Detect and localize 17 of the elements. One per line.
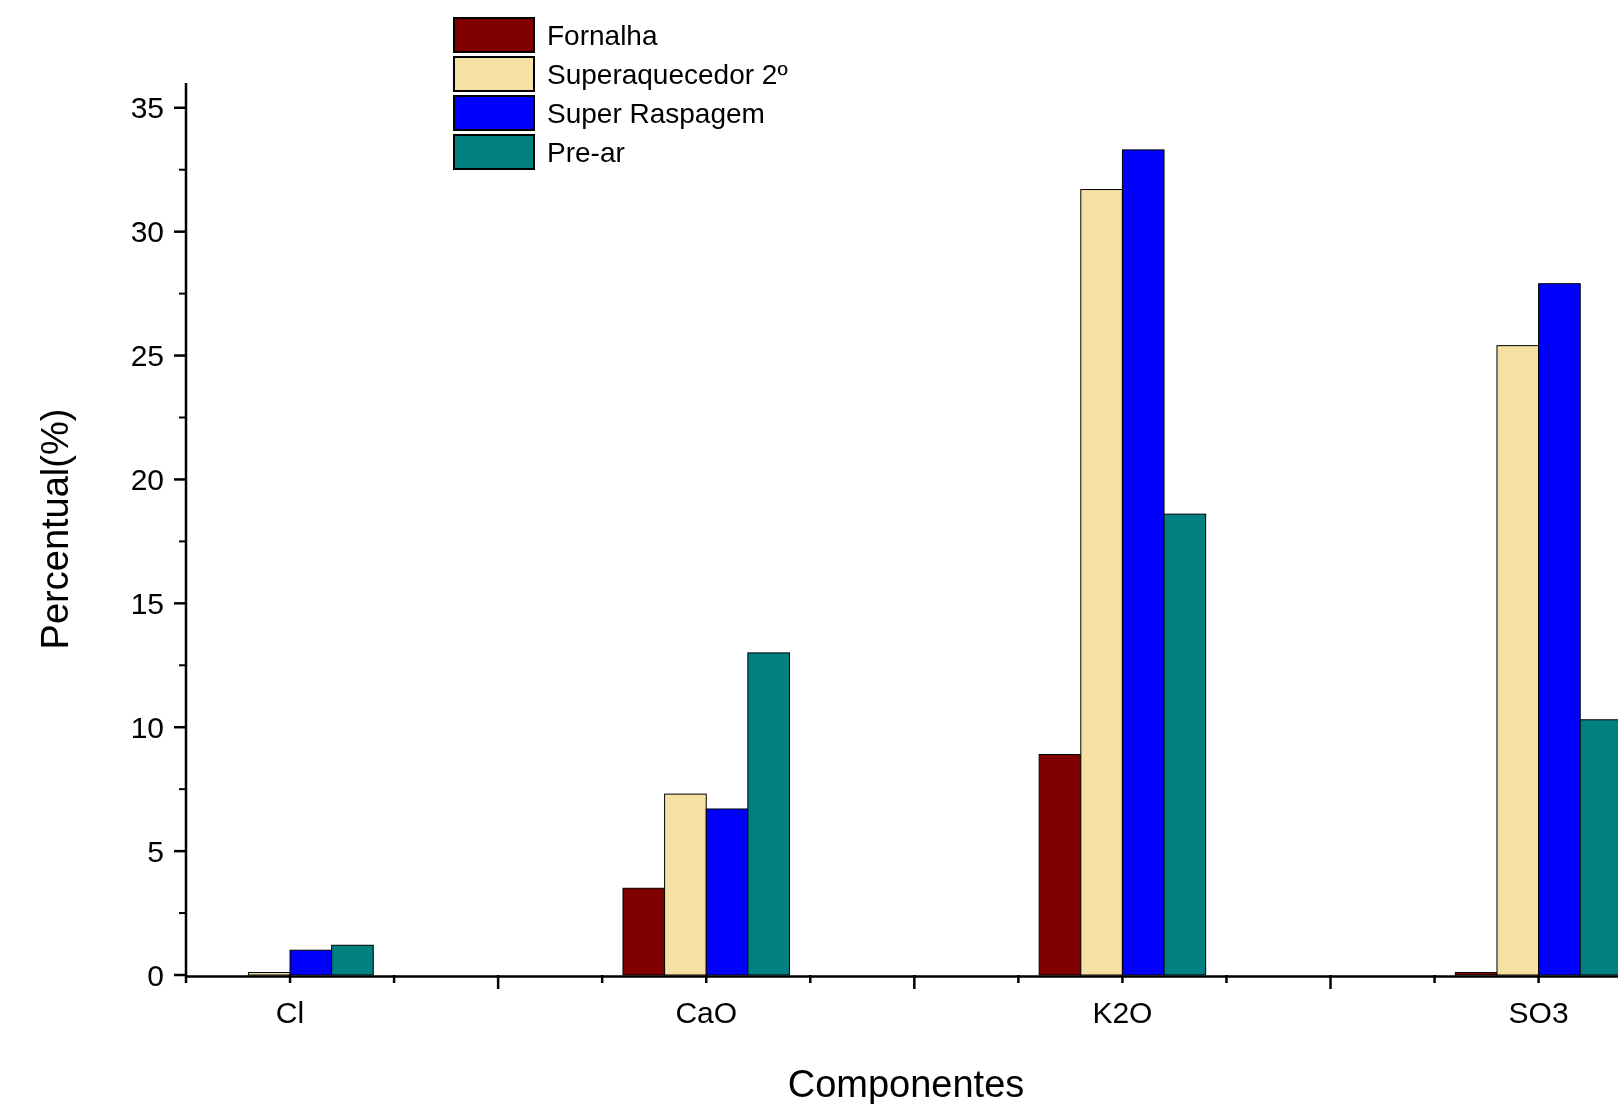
legend-label: Super Raspagem	[547, 97, 765, 129]
x-tick-label: Cl	[275, 996, 305, 1029]
y-tick-label: 35	[130, 91, 164, 125]
x-tick-label: SO3	[1508, 996, 1569, 1029]
y-tick-label: 5	[147, 834, 164, 868]
y-tick-label: 10	[130, 710, 164, 744]
y-tick-label: 25	[130, 339, 164, 373]
y-tick-label: 30	[130, 215, 164, 249]
y-tick-label: 15	[130, 586, 164, 620]
y-tick-label: 20	[130, 462, 164, 496]
y-axis-title: Percentual(%)	[34, 408, 76, 650]
legend-label: Pre-ar	[547, 136, 625, 168]
legend-label: Superaquecedor 2º	[547, 58, 788, 90]
y-tick-label: 0	[147, 958, 164, 992]
legend-label: Fornalha	[547, 19, 658, 51]
x-tick-label: K2O	[1092, 996, 1153, 1029]
x-tick-label: CaO	[675, 996, 738, 1029]
